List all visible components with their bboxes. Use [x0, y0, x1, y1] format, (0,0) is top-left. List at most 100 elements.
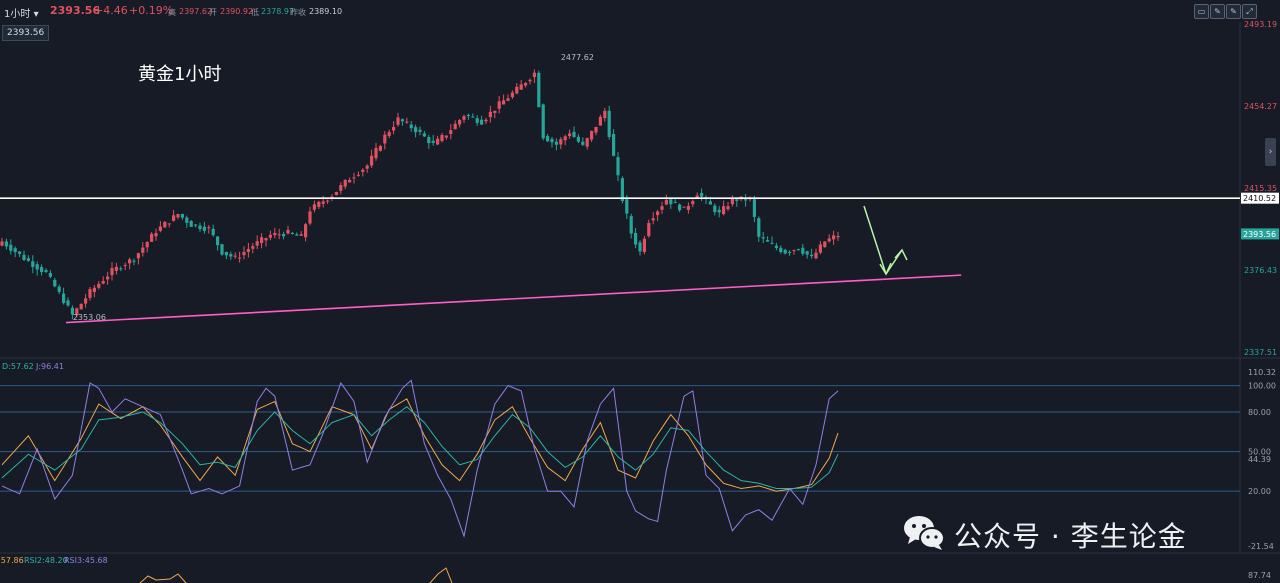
current-price-label: 2393.56: [1243, 230, 1276, 239]
candle: [352, 172, 356, 184]
candle: [185, 215, 189, 228]
candle: [572, 126, 576, 138]
candle: [123, 262, 127, 271]
candle: [304, 223, 308, 242]
kdj-line-j: [1, 379, 839, 538]
draw-icon[interactable]: ✎: [1210, 4, 1225, 19]
candle: [339, 182, 343, 195]
candle: [726, 201, 730, 211]
candle: [563, 134, 567, 146]
candle: [497, 95, 501, 114]
candle: [524, 82, 528, 88]
candle: [827, 234, 831, 243]
candle: [757, 216, 761, 242]
candle: [510, 90, 514, 99]
side-panel-toggle[interactable]: ›: [1265, 138, 1276, 166]
candle: [154, 228, 158, 241]
candle: [656, 209, 660, 222]
candle: [418, 126, 422, 136]
up-arrow-head: [894, 248, 908, 261]
candle: [31, 255, 35, 274]
candle: [0, 237, 4, 247]
trend-arrows: [863, 205, 908, 276]
candle: [75, 307, 79, 317]
candle: [202, 221, 206, 234]
candle: [717, 206, 721, 218]
candle: [163, 220, 167, 228]
candle: [128, 257, 132, 270]
candle: [427, 134, 431, 149]
candle: [629, 213, 633, 239]
candle: [326, 199, 330, 205]
candle: [730, 195, 734, 207]
candle: [18, 251, 22, 258]
candle: [282, 231, 286, 240]
candle: [810, 248, 814, 259]
rsi-axis-label: 87.74: [1248, 571, 1271, 580]
candle: [559, 136, 563, 150]
candle: [713, 203, 717, 216]
candle: [444, 135, 448, 140]
trough-label: 2353.06: [73, 313, 106, 322]
candle: [40, 264, 44, 276]
candle: [13, 246, 17, 258]
candle: [471, 113, 475, 118]
candle: [475, 115, 479, 126]
candle: [35, 261, 39, 276]
candle: [356, 171, 360, 177]
candle: [233, 252, 237, 259]
candle: [554, 138, 558, 151]
candle: [189, 220, 193, 227]
candle: [722, 200, 726, 216]
candle: [378, 144, 382, 152]
candle: [603, 108, 607, 122]
wechat-icon: [904, 516, 945, 550]
kdj-axis-label: 20.00: [1248, 487, 1271, 496]
candle: [519, 79, 523, 90]
price-axis-label: 2376.43: [1244, 266, 1277, 275]
candle: [458, 118, 462, 128]
candle: [651, 212, 655, 225]
candle: [132, 258, 136, 266]
candle: [744, 194, 748, 207]
candle: [255, 235, 259, 250]
candle: [207, 225, 211, 234]
candle: [752, 195, 756, 223]
candle: [836, 231, 840, 241]
candle: [796, 248, 800, 251]
candle: [792, 249, 796, 255]
candle: [550, 136, 554, 148]
candle: [682, 206, 686, 208]
candle: [805, 250, 809, 259]
chart-header: 1小时 ▾ 2393.56 +4.46 +0.19% 高 2397.62 开 2…: [0, 0, 1280, 22]
candle: [44, 268, 48, 274]
candle: [348, 177, 352, 183]
layout-icon[interactable]: ▭: [1194, 4, 1209, 19]
rsi-legend-1: RSI1:57.86: [0, 556, 24, 565]
candle: [211, 224, 215, 237]
candle: [290, 231, 294, 235]
candle: [612, 129, 616, 157]
rsi-line: [139, 573, 187, 583]
candle: [766, 236, 770, 242]
edit-icon[interactable]: ✎: [1226, 4, 1241, 19]
candle: [462, 114, 466, 124]
candle: [119, 266, 123, 272]
candle: [9, 239, 13, 255]
expand-icon[interactable]: ⤢: [1242, 4, 1257, 19]
candle: [374, 142, 378, 161]
timeframe-selector[interactable]: 1小时 ▾: [4, 9, 39, 20]
candle: [176, 213, 180, 220]
candle: [343, 179, 347, 190]
candlestick-series: [0, 69, 840, 320]
candle: [537, 70, 541, 108]
resistance-price-tag: 2410.52: [1241, 192, 1279, 204]
price-change: +4.46: [94, 4, 128, 17]
candle: [158, 220, 162, 233]
candle: [638, 240, 642, 256]
kdj-axis-label: 110.32: [1248, 368, 1276, 377]
price-axis: 2493.19 2454.27 2415.35 2376.43 2337.51: [1244, 20, 1277, 357]
candle: [581, 137, 585, 147]
